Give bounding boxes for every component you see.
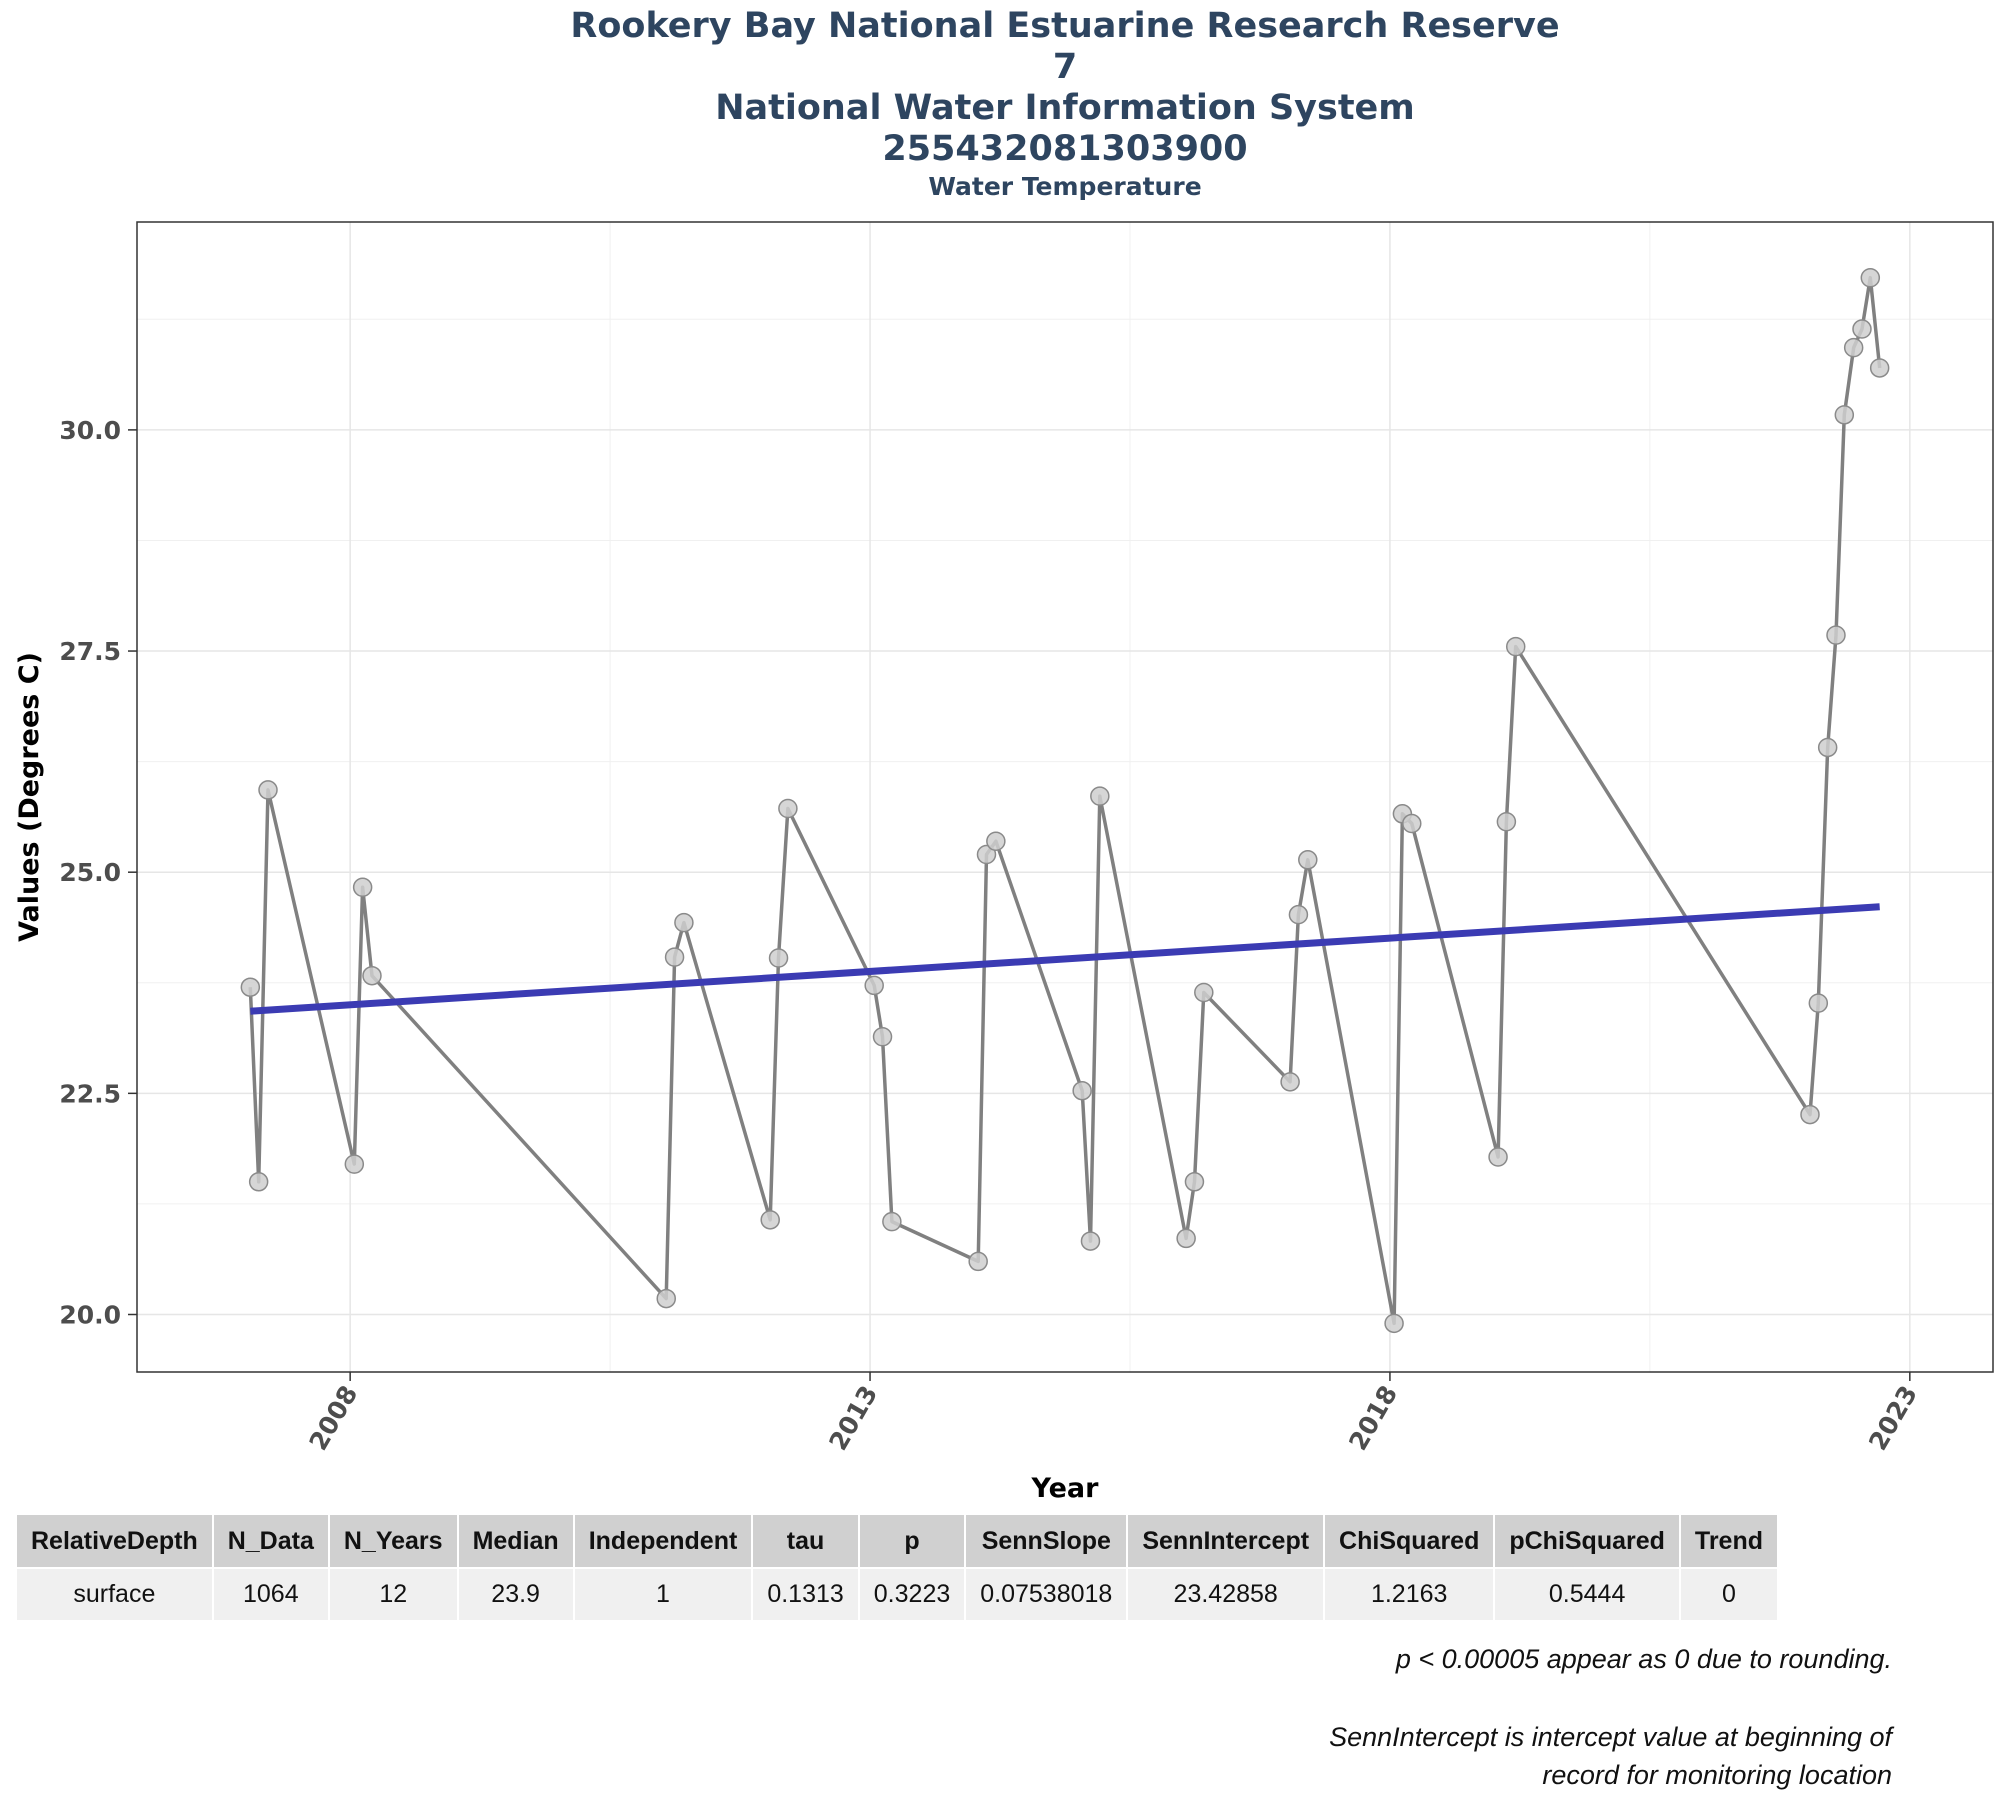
data-point xyxy=(1488,1147,1508,1167)
y-axis-ticks: 20.0 22.5 25.0 27.5 30.0 xyxy=(59,416,137,1330)
chart-title-line-3: National Water Information System xyxy=(715,88,1415,128)
data-point xyxy=(248,1172,269,1192)
data-point xyxy=(1384,1313,1404,1334)
chart-title-line-4: 255432081303900 xyxy=(882,129,1248,169)
header-sennslope: SennSlope xyxy=(965,1515,1129,1568)
cell-relativedepth: surface xyxy=(17,1567,214,1620)
data-point xyxy=(258,780,278,800)
data-point xyxy=(1843,337,1864,358)
x-tick-label: 2018 xyxy=(1343,1381,1403,1456)
data-point xyxy=(986,831,1006,851)
stats-header-row: RelativeDepth N_Data N_Years Median Inde… xyxy=(17,1515,1780,1568)
header-independent: Independent xyxy=(573,1515,754,1568)
cell-chisquared: 1.2163 xyxy=(1324,1567,1496,1620)
data-point xyxy=(1808,993,1829,1013)
cell-independent: 1 xyxy=(573,1567,754,1620)
data-point xyxy=(240,977,261,997)
cell-trend: 0 xyxy=(1679,1567,1780,1620)
cell-sennslope: 0.07538018 xyxy=(965,1567,1129,1620)
x-tick-label: 2013 xyxy=(823,1381,883,1456)
data-point xyxy=(664,947,685,967)
data-point xyxy=(1298,850,1318,870)
header-n-data: N_Data xyxy=(212,1515,330,1568)
y-tick-label: 25.0 xyxy=(59,858,121,887)
data-point xyxy=(1184,1172,1205,1192)
trend-layer xyxy=(250,903,1880,1015)
data-point xyxy=(1860,267,1881,288)
data-point xyxy=(1072,1080,1092,1101)
y-tick-label: 20.0 xyxy=(59,1301,121,1330)
data-point xyxy=(1869,358,1890,378)
intercept-note-line-2: record for monitoring location xyxy=(1542,1760,1892,1790)
data-point xyxy=(976,844,997,865)
header-pchisquared: pChiSquared xyxy=(1494,1515,1681,1568)
chart-title-line-2: 7 xyxy=(1052,47,1078,87)
data-point xyxy=(968,1251,988,1272)
x-tick-label: 2008 xyxy=(303,1381,363,1456)
grid-lines xyxy=(137,222,1993,1372)
data-point xyxy=(778,798,798,819)
y-tick-label: 30.0 xyxy=(59,416,121,445)
temperature-series-line xyxy=(248,275,1882,1326)
data-point xyxy=(1280,1072,1300,1092)
header-chisquared: ChiSquared xyxy=(1324,1515,1496,1568)
cell-median: 23.9 xyxy=(457,1567,575,1620)
data-point xyxy=(1834,405,1855,425)
data-point xyxy=(1826,625,1846,645)
data-point xyxy=(674,912,694,933)
data-point xyxy=(1505,636,1526,657)
data-point xyxy=(760,1210,780,1230)
data-point xyxy=(1288,904,1309,925)
data-point xyxy=(362,965,382,986)
data-point xyxy=(1402,813,1422,834)
header-n-years: N_Years xyxy=(328,1515,459,1568)
cell-n-data: 1064 xyxy=(212,1567,330,1620)
sen-slope-trend-line xyxy=(250,903,1880,1015)
cell-pchisquared: 0.5444 xyxy=(1494,1567,1681,1620)
chart-titles: Rookery Bay National Estuarine Research … xyxy=(0,6,2000,204)
data-point xyxy=(1496,812,1517,832)
intercept-note-line-1: SennIntercept is intercept value at begi… xyxy=(1329,1722,1892,1752)
data-point xyxy=(882,1211,902,1232)
data-point xyxy=(1080,1231,1101,1251)
y-tick-label: 22.5 xyxy=(59,1079,121,1108)
line-chart: 2008 2013 2018 2023 20.0 22.5 25.0 27.5 30.0 Ye… xyxy=(14,221,1994,1500)
header-p: p xyxy=(858,1515,967,1568)
data-point xyxy=(872,1026,893,1047)
header-relativedepth: RelativeDepth xyxy=(17,1515,214,1568)
x-tick-label: 2023 xyxy=(1863,1381,1923,1456)
header-sennintercept: SennIntercept xyxy=(1127,1515,1326,1568)
header-tau: tau xyxy=(752,1515,860,1568)
plot-panel-border xyxy=(136,221,1994,1373)
y-tick-label: 27.5 xyxy=(59,637,121,666)
stats-data-row: surface 1064 12 23.9 1 0.1313 0.3223 0.0… xyxy=(17,1567,1780,1620)
data-point xyxy=(1817,737,1838,758)
data-point xyxy=(352,877,373,897)
data-point xyxy=(656,1288,676,1309)
stats-table: RelativeDepth N_Data N_Years Median Inde… xyxy=(17,1515,1780,1620)
data-point xyxy=(864,975,884,996)
data-point xyxy=(1800,1104,1820,1125)
chart-title-line-1: Rookery Bay National Estuarine Research … xyxy=(570,6,1560,46)
data-point xyxy=(768,948,789,968)
chart-subtitle: Water Temperature xyxy=(928,172,1202,201)
data-point xyxy=(1194,982,1214,1003)
data-point xyxy=(1176,1228,1196,1249)
y-axis-label: Values (Degrees C) xyxy=(14,652,45,942)
cell-p: 0.3223 xyxy=(858,1567,967,1620)
data-point xyxy=(1090,786,1110,806)
cell-sennintercept: 23.42858 xyxy=(1127,1567,1326,1620)
header-trend: Trend xyxy=(1679,1515,1780,1568)
series-layer xyxy=(248,275,1882,1326)
points-layer xyxy=(240,267,1890,1334)
cell-n-years: 12 xyxy=(328,1567,459,1620)
header-median: Median xyxy=(457,1515,575,1568)
x-axis-ticks: 2008 2013 2018 2023 xyxy=(303,1372,1923,1455)
data-point xyxy=(344,1154,365,1174)
x-axis-label: Year xyxy=(1031,1473,1100,1500)
data-point xyxy=(1852,319,1872,339)
cell-tau: 0.1313 xyxy=(752,1567,860,1620)
rounding-note: p < 0.00005 appear as 0 due to rounding. xyxy=(1395,1644,1892,1674)
